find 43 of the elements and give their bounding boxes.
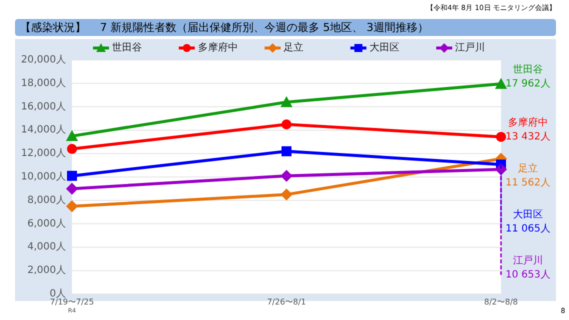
data-label: 10 653人 [506,269,550,280]
y-tick-label: 18,000人 [21,78,66,89]
point [67,144,77,154]
point [280,96,292,108]
point [66,182,78,195]
x-tick-label: 8/2〜8/8 [484,298,518,306]
data-label: 11 065人 [506,223,550,234]
chart-subtitle: 7 新規陽性者数（届出保健所別、今週の最多 5地区、 3週間推移） [100,21,428,34]
text: 多摩府中 [508,117,548,128]
point [495,78,507,89]
point [66,130,78,142]
text: 足立 [518,163,538,174]
y-tick-label: 14,000人 [21,124,66,136]
legend-label: 足立 [284,42,304,54]
chart-title: 【感染状況】 [20,21,86,34]
point [282,146,292,156]
y-tick-label: 6,000人 [27,218,66,230]
x-tick-label: 7/26〜8/1 [267,298,306,306]
point [67,170,77,181]
point [280,188,292,201]
text: 江戸川 [513,255,543,266]
point [280,170,292,182]
text: 大田区 [513,209,543,220]
y-tick-label: 0人 [50,288,66,300]
y-tick-label: 10,000人 [21,172,66,182]
y-tick-label: 2,000人 [27,265,66,276]
legend-label: 世田谷 [112,42,142,54]
y-tick-label: 8,000人 [27,194,66,206]
x-tick-label: 7/19〜7/25 [50,298,94,306]
y-tick-label: 16,000人 [21,101,66,112]
data-label: 11 562人 [506,177,550,188]
data-label: 13 432人 [506,131,550,142]
legend-label: 江戸川 [455,42,486,54]
y-tick-label: 20,000人 [21,54,66,66]
point [496,132,506,142]
data-label: 17 962人 [506,78,550,90]
y-tick-label: 12,000人 [21,148,66,160]
legend-label: 大田区 [369,42,400,54]
point [282,119,292,130]
point [66,200,78,212]
legend-label: 多摩府中 [198,42,238,54]
text: 世田谷 [513,64,543,76]
y-tick-label: 4,000人 [27,242,66,253]
